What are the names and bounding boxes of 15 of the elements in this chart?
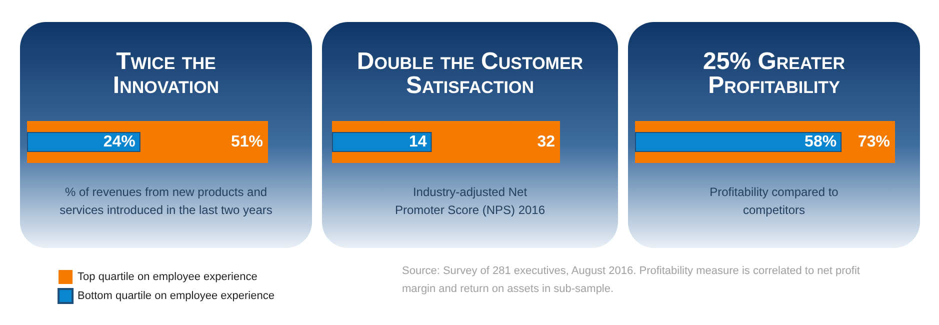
data-label: 73% (858, 134, 890, 150)
legend-label: Bottom quartile on employee experience (78, 290, 274, 302)
chart-title: Double the Customer Satisfaction (356, 48, 584, 99)
x-axis-title: Industry-adjusted Net Promoter Score (NPS) 2016 (394, 184, 546, 219)
x-axis-title: Profitability compared to competitors (708, 184, 840, 219)
data-label: 32 (537, 134, 556, 150)
legend-label: Top quartile on employee experience (78, 271, 258, 283)
x-axis-title: % of revenues from new products and services introduced in the last two years (58, 184, 274, 219)
source-note: Source: Survey of 281 executives, August 2016. Profitability measure is correlated to net profit margin and return on assets in sub-sample. (402, 264, 861, 297)
data-label: 14 (408, 134, 427, 150)
data-label: 24% (103, 134, 136, 150)
chart-title: Twice the Innovation (112, 48, 220, 99)
data-label: 58% (804, 134, 837, 150)
data-label: 51% (230, 134, 263, 150)
chart-title: 25% Greater Profitability (702, 48, 846, 99)
